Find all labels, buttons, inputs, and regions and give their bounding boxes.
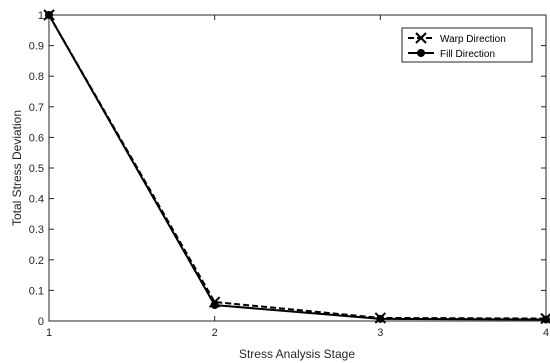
y-tick-label: 0.4 (29, 194, 44, 206)
x-tick-label: 2 (212, 327, 218, 339)
y-axis-ticks: 0 0.1 0.2 0.3 0.4 0.5 0.6 0.7 0.8 0.9 1 (29, 10, 546, 328)
data-point (45, 11, 53, 19)
y-tick-label: 0.5 (29, 163, 44, 175)
legend: Warp Direction Fill Direction (401, 27, 533, 63)
y-tick-label: 0.1 (29, 285, 44, 297)
legend-label: Fill Direction (440, 49, 495, 60)
x-tick-label: 4 (543, 327, 549, 339)
data-point (542, 315, 550, 324)
legend-marker (415, 32, 427, 44)
series-line-fill-direction (48, 14, 547, 321)
y-tick-label: 0.2 (29, 255, 44, 267)
x-marker-stroke (415, 32, 427, 44)
data-point (210, 301, 219, 310)
x-tick-label: 1 (46, 327, 52, 339)
y-tick-label: 0.9 (29, 41, 44, 53)
x-axis-label: Stress Analysis Stage (239, 347, 355, 361)
series-layer (43, 9, 550, 325)
y-axis-label: Total Stress Deviation (10, 110, 24, 226)
y-tick-label: 0.3 (29, 224, 44, 236)
y-tick-label: 0.8 (29, 71, 44, 83)
y-tick-label: 0.6 (29, 132, 44, 144)
data-point (376, 314, 385, 323)
y-tick-label: 1 (38, 10, 44, 22)
plot-area (48, 14, 547, 322)
legend-marker (417, 49, 425, 57)
y-tick-label: 0.7 (29, 102, 44, 114)
legend-label: Warp Direction (440, 34, 506, 45)
x-tick-label: 3 (377, 327, 383, 339)
y-tick-label: 0 (38, 316, 44, 328)
legend-box (401, 27, 533, 63)
